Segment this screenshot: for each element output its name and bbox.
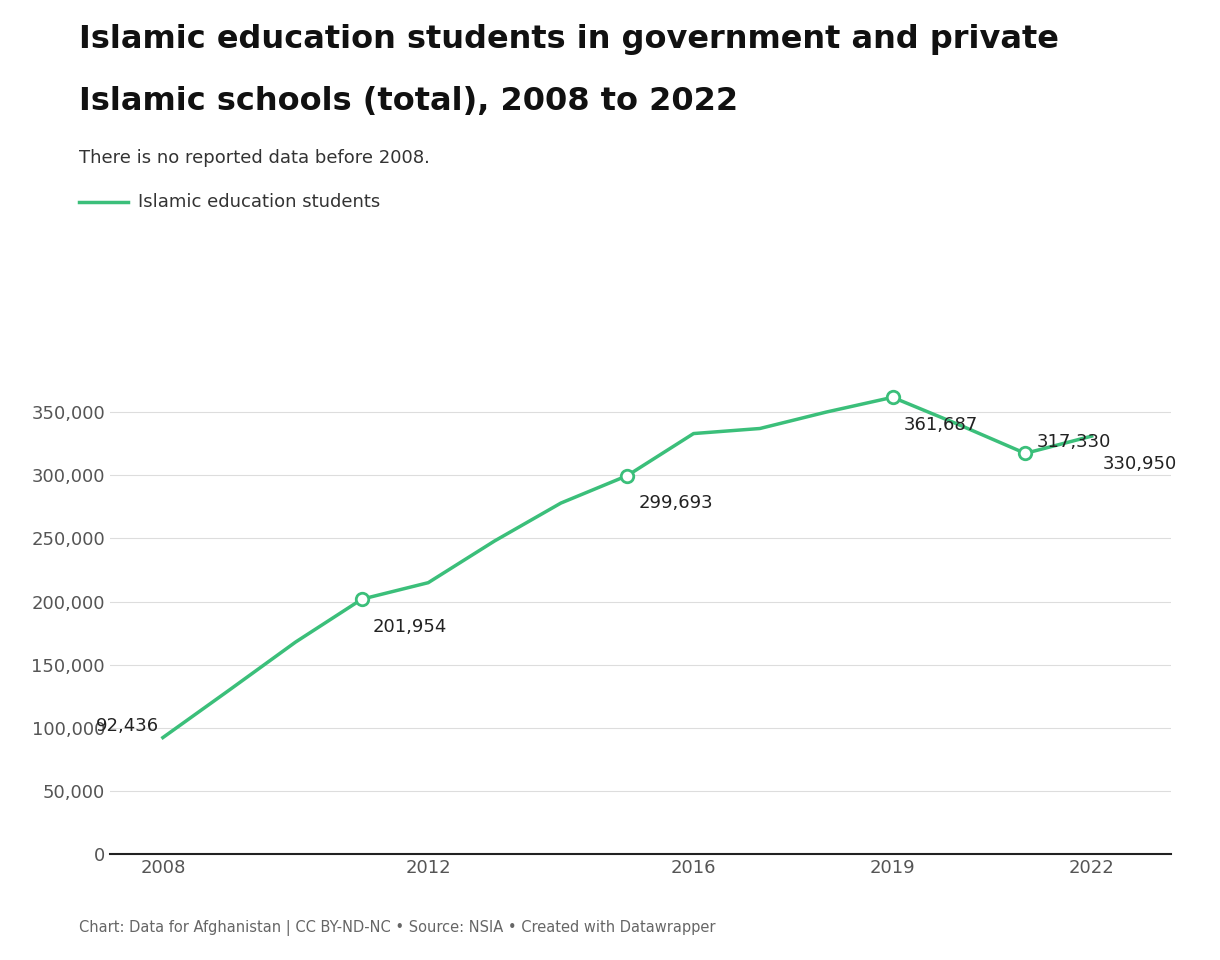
Text: 201,954: 201,954 [373,618,448,636]
Text: 317,330: 317,330 [1036,433,1110,451]
Text: Islamic education students: Islamic education students [138,193,381,210]
Text: 361,687: 361,687 [904,416,978,434]
Text: Chart: Data for Afghanistan | CC BY-ND-NC • Source: NSIA • Created with Datawrap: Chart: Data for Afghanistan | CC BY-ND-N… [79,920,716,936]
Text: 330,950: 330,950 [1103,455,1177,473]
Text: 92,436: 92,436 [96,717,160,735]
Text: 299,693: 299,693 [638,494,712,513]
Text: Islamic education students in government and private: Islamic education students in government… [79,24,1059,55]
Text: There is no reported data before 2008.: There is no reported data before 2008. [79,149,431,167]
Text: Islamic schools (total), 2008 to 2022: Islamic schools (total), 2008 to 2022 [79,86,738,117]
